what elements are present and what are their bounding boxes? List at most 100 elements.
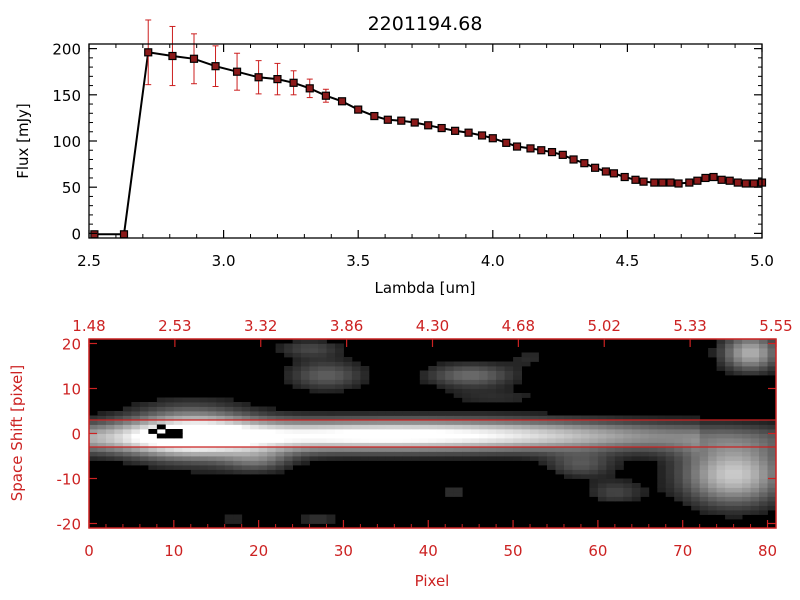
image-pixel [504,451,514,457]
image-pixel [538,456,548,461]
image-pixel [292,442,302,448]
image-pixel [453,447,463,452]
image-pixel [767,370,777,376]
image-pixel [767,424,777,430]
image-pixel [326,429,336,434]
image-pixel [453,438,463,443]
image-pixel [275,424,285,430]
image-pixel [580,415,590,421]
image-pixel [233,433,243,439]
image-pixel [122,424,132,430]
image-pixel [657,487,667,493]
image-pixel [216,465,226,470]
image-pixel [759,456,768,461]
image-pixel [453,379,463,385]
data-point [701,173,710,183]
image-pixel [462,379,472,385]
image-pixel [292,339,302,344]
image-pixel [436,424,446,430]
image-pixel [691,424,701,430]
image-pixel [335,420,344,425]
image-pixel [733,447,743,452]
image-pixel [182,415,192,421]
image-pixel [241,469,251,475]
image-pixel [148,406,158,412]
image-pixel [665,465,675,470]
image-pixel [462,447,472,452]
image-pixel [207,415,217,421]
image-pixel [428,447,438,452]
data-point [424,121,433,130]
data-point [321,91,330,100]
image-pixel [606,483,616,488]
image-pixel [504,456,514,461]
data-point [620,172,629,182]
image-pixel [216,424,226,430]
image-pixel [530,352,539,358]
image-pixel [173,415,183,421]
image-pixel [292,352,302,358]
image-pixel [572,460,582,466]
image-pixel [335,429,344,434]
image-pixel [665,424,675,430]
image-pixel [326,384,336,389]
image-pixel [250,424,259,430]
image-pixel [428,370,438,376]
y-tick-label: -20 [57,516,82,534]
data-point [658,178,667,187]
image-pixel [199,442,209,448]
image-pixel [674,429,684,434]
image-pixel [360,375,370,380]
image-pixel [207,438,217,443]
image-pixel [122,429,132,434]
image-pixel [589,429,599,434]
image-pixel [725,370,734,376]
image-pixel [716,420,726,425]
image-pixel [131,402,141,407]
image-pixel [224,397,234,403]
image-pixel [631,429,641,434]
image-pixel [301,348,310,353]
image-pixel [428,442,438,448]
image-pixel [114,447,124,452]
image-pixel [733,348,743,353]
image-pixel [479,447,488,452]
image-pixel [767,343,777,349]
image-pixel [513,429,522,434]
image-pixel [301,370,310,376]
image-pixel [682,460,692,466]
image-pixel [759,424,768,430]
image-pixel [419,411,429,416]
image-pixel [496,384,505,389]
image-pixel [131,447,141,452]
image-pixel [742,460,751,466]
image-pixel [682,492,692,497]
image-pixel [411,438,421,443]
image-pixel [682,442,692,448]
image-pixel [597,456,607,461]
image-pixel [216,406,226,412]
data-point [144,48,153,57]
image-pixel [682,487,692,493]
image-pixel [555,460,565,466]
image-pixel [114,438,124,443]
image-pixel [360,370,370,376]
image-pixel [309,519,319,524]
image-pixel [614,483,624,488]
image-pixel [674,478,684,484]
image-pixel [411,429,421,434]
x-tick-label: 20 [249,542,268,560]
image-pixel [139,411,149,416]
image-pixel [131,433,141,439]
image-pixel [275,433,285,439]
image-pixel [411,424,421,430]
image-pixel [538,415,548,421]
image-pixel [564,442,573,448]
image-pixel [733,424,743,430]
image-pixel [564,447,573,452]
image-pixel [250,442,259,448]
image-pixel [589,460,599,466]
image-pixel [521,352,531,358]
image-pixel [665,483,675,488]
